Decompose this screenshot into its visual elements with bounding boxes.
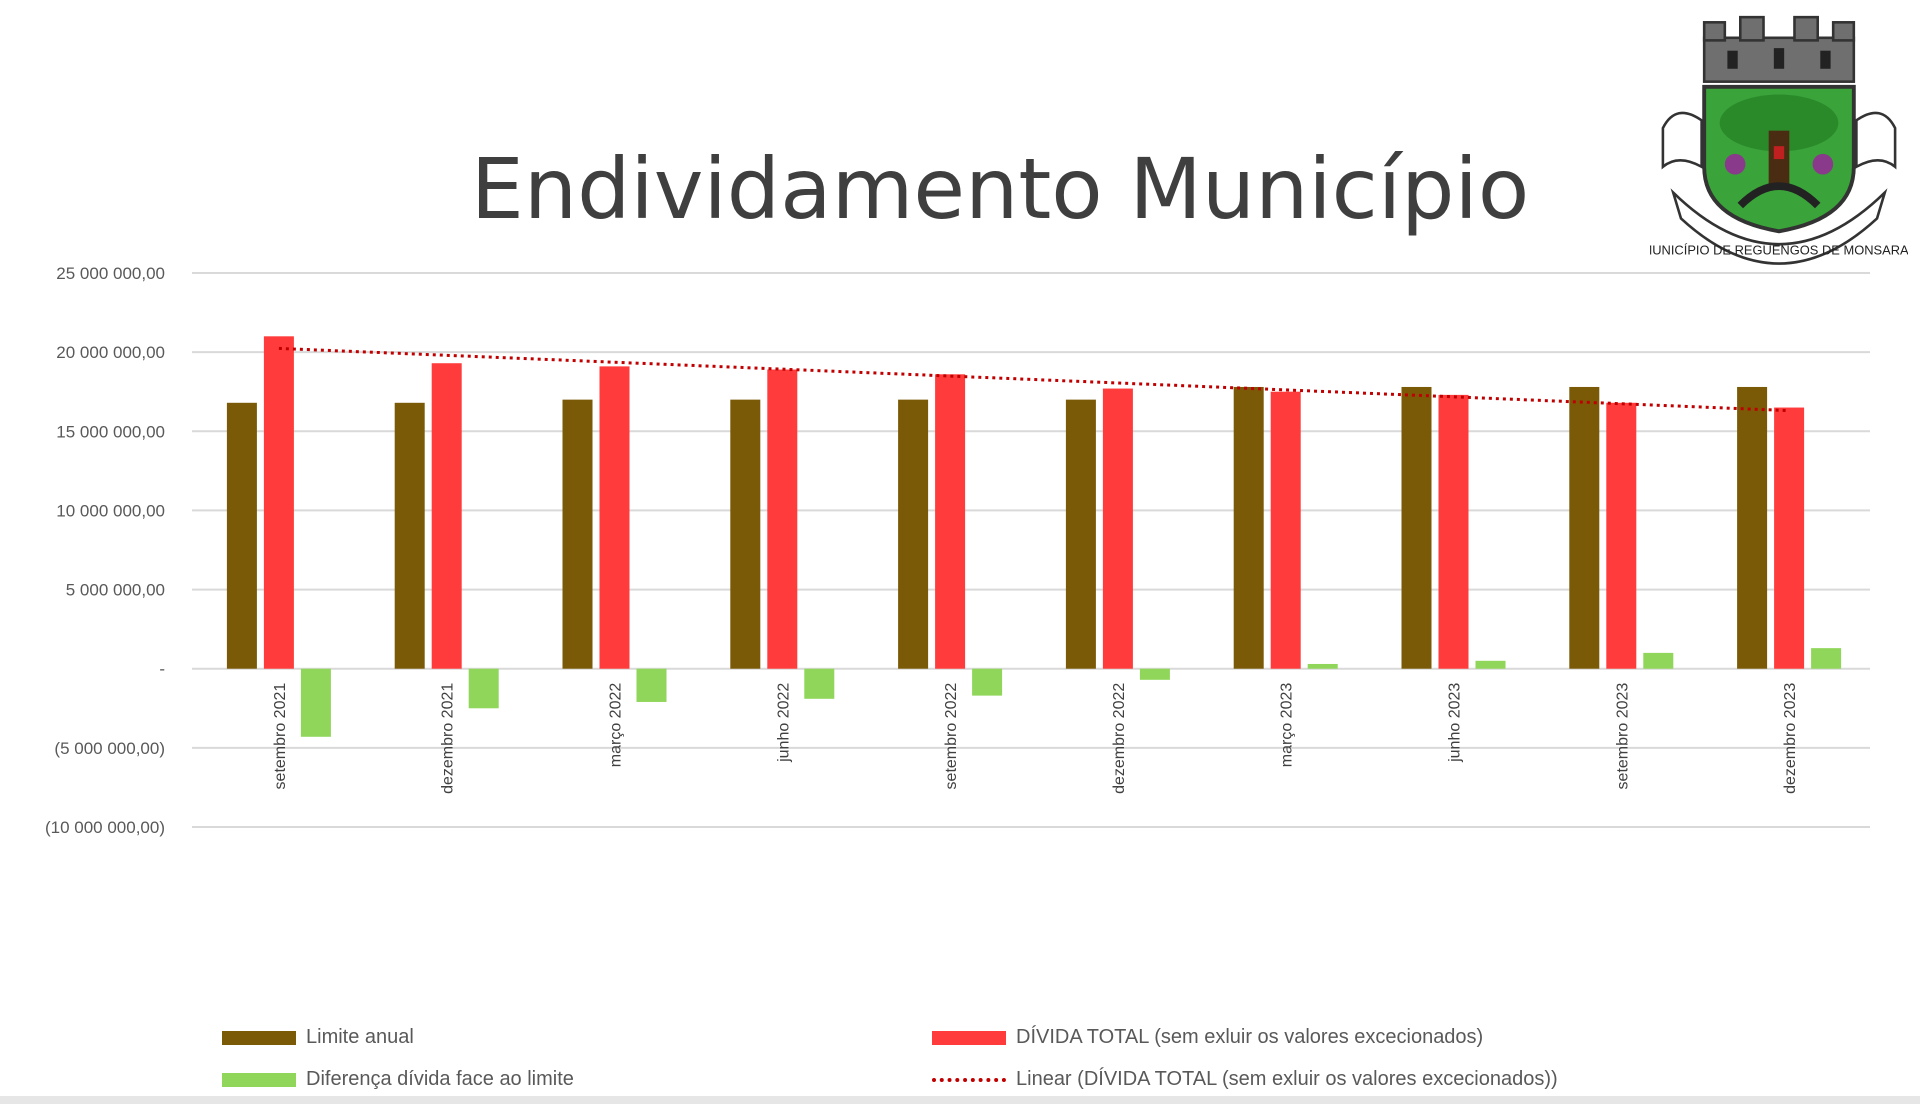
y-tick-label: 25 000 000,00 xyxy=(56,264,165,283)
x-category-label: dezembro 2022 xyxy=(1111,683,1128,794)
bar-diferenca xyxy=(804,668,835,699)
y-tick-label: (10 000 000,00) xyxy=(45,818,165,837)
bar-diferenca xyxy=(1475,660,1506,669)
window-bottom-edge xyxy=(0,1096,1920,1104)
legend-label-divida: DÍVIDA TOTAL (sem exluir os valores exce… xyxy=(1016,1026,1484,1048)
bar-diferenca xyxy=(468,668,499,709)
legend-swatch-limite xyxy=(222,1030,296,1045)
legend-item-limite: Limite anual xyxy=(222,1026,414,1049)
x-axis-category-labels: setembro 2021 dezembro 2021 março 2022 junh… xyxy=(272,683,1799,794)
legend-item-diferenca: Diferença dívida face ao limite xyxy=(222,1068,574,1091)
x-category-label: março 2023 xyxy=(1279,683,1296,768)
y-tick-label: 5 000 000,00 xyxy=(66,581,165,600)
bar-limite-anual xyxy=(394,402,425,669)
bar-limite-anual xyxy=(730,399,761,669)
legend-item-trend: Linear (DÍVIDA TOTAL (sem exluir os valo… xyxy=(932,1068,1558,1091)
bar-divida-total xyxy=(599,366,630,669)
bar-divida-total xyxy=(1438,394,1469,669)
x-category-label: setembro 2023 xyxy=(1614,683,1631,790)
x-category-label: junho 2023 xyxy=(1447,683,1464,763)
y-tick-label: (5 000 000,00) xyxy=(54,739,165,758)
legend-label-trend: Linear (DÍVIDA TOTAL (sem exluir os valo… xyxy=(1016,1068,1558,1090)
bar-divida-total xyxy=(263,336,294,669)
bar-limite-anual xyxy=(1065,399,1096,669)
bar-divida-total xyxy=(1270,391,1301,669)
legend-label-limite: Limite anual xyxy=(306,1026,414,1048)
y-tick-label: 20 000 000,00 xyxy=(56,343,165,362)
bar-diferenca xyxy=(1139,668,1170,680)
legend-swatch-diferenca xyxy=(222,1072,296,1087)
bars xyxy=(226,336,1842,737)
bar-chart: 25 000 000,00 20 000 000,00 15 000 000,00 1… xyxy=(45,264,1870,837)
x-category-label: março 2022 xyxy=(608,683,625,768)
legend-item-divida: DÍVIDA TOTAL (sem exluir os valores exce… xyxy=(932,1026,1483,1049)
x-category-label: setembro 2021 xyxy=(272,683,289,790)
chart-title: Endividamento Município xyxy=(470,140,1530,238)
bar-divida-total xyxy=(1102,388,1133,669)
bar-divida-total xyxy=(935,374,966,669)
legend-swatch-trend xyxy=(932,1077,1006,1082)
bar-diferenca xyxy=(1307,663,1338,669)
x-category-label: junho 2022 xyxy=(775,683,792,763)
bar-limite-anual xyxy=(562,399,593,669)
mural-crown xyxy=(1702,15,1856,83)
bar-limite-anual xyxy=(1233,386,1264,669)
bar-limite-anual xyxy=(898,399,929,669)
bar-diferenca xyxy=(300,668,331,737)
tree-emblem xyxy=(1719,94,1839,209)
bar-limite-anual xyxy=(1737,386,1768,669)
trendline-divida-total xyxy=(278,346,1790,413)
bar-divida-total xyxy=(431,363,462,669)
trendline xyxy=(278,346,1790,413)
y-axis-tick-labels: 25 000 000,00 20 000 000,00 15 000 000,00 1… xyxy=(45,264,165,837)
bar-divida-total xyxy=(1606,402,1637,669)
bar-diferenca xyxy=(636,668,667,702)
y-tick-label: 15 000 000,00 xyxy=(56,422,165,441)
bar-limite-anual xyxy=(1401,386,1432,669)
bar-diferenca xyxy=(1811,648,1842,669)
legend-label-diferenca: Diferença dívida face ao limite xyxy=(306,1068,574,1090)
municipal-crest-logo: MUNICÍPIO DE REGUENGOS DE MONSARAZ xyxy=(1650,15,1908,265)
bar-divida-total xyxy=(767,369,798,669)
legend-swatch-divida xyxy=(932,1030,1006,1045)
bar-limite-anual xyxy=(1569,386,1600,669)
bar-divida-total xyxy=(1774,407,1805,669)
x-category-label: dezembro 2021 xyxy=(440,683,457,794)
x-category-label: dezembro 2023 xyxy=(1782,683,1799,794)
x-category-label: setembro 2022 xyxy=(943,683,960,790)
crest-banner-text: MUNICÍPIO DE REGUENGOS DE MONSARAZ xyxy=(1650,243,1908,258)
y-tick-label: - xyxy=(159,660,165,679)
bar-diferenca xyxy=(972,668,1003,696)
y-tick-label: 10 000 000,00 xyxy=(56,501,165,520)
bar-limite-anual xyxy=(226,402,257,669)
chart-legend: Limite anual DÍVIDA TOTAL (sem exluir os… xyxy=(0,1010,1920,1100)
bar-diferenca xyxy=(1643,652,1674,669)
